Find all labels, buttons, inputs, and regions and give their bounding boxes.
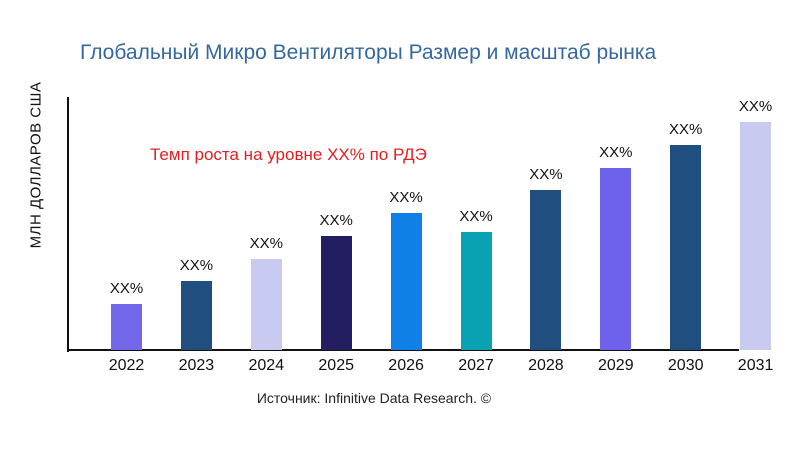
bar-2022: [111, 303, 142, 350]
growth-rate-annotation: Темп роста на уровне XX% по РДЭ: [150, 145, 427, 164]
bar-2029: [600, 168, 632, 350]
bar-2024: [250, 258, 282, 350]
bar-value-label-2031: XX%: [738, 98, 773, 116]
bar-2026: [390, 212, 422, 350]
bar-value-label-2024: XX%: [249, 234, 283, 252]
bar-2030: [670, 145, 702, 350]
bar-value-label-2026: XX%: [389, 188, 423, 206]
y-axis-label: МЛН ДОЛЛАРОВ США: [27, 81, 45, 249]
x-tick-label-2030: 2030: [667, 357, 704, 374]
bar-2031: [740, 122, 772, 350]
bar-value-label-2027: XX%: [459, 208, 493, 226]
x-tick-label-2029: 2029: [598, 357, 634, 374]
source-caption: Источник: Infinitive Data Research. ©: [256, 390, 492, 406]
x-tick-label-2026: 2026: [388, 357, 424, 374]
x-tick-label-2031: 2031: [737, 357, 774, 374]
bar-2025: [320, 235, 352, 350]
bar-value-label-2022: XX%: [109, 279, 144, 297]
bar-2023: [180, 280, 212, 350]
x-tick-label-2025: 2025: [318, 357, 354, 374]
bar-value-label-2029: XX%: [599, 144, 633, 162]
bar-value-label-2028: XX%: [529, 166, 563, 184]
y-axis-line: [67, 97, 69, 352]
bar-2027: [460, 232, 492, 350]
bar-value-label-2025: XX%: [319, 211, 353, 229]
bar-value-label-2023: XX%: [179, 256, 214, 274]
x-axis-line: [67, 349, 739, 351]
x-tick-label-2027: 2027: [458, 357, 494, 374]
x-tick-label-2028: 2028: [528, 357, 564, 374]
bar-2028: [530, 190, 562, 350]
bar-value-label-2030: XX%: [669, 121, 703, 139]
x-tick-label-2022: 2022: [108, 357, 145, 374]
chart-title: Глобальный Микро Вентиляторы Размер и ма…: [80, 41, 657, 64]
x-tick-label-2024: 2024: [248, 357, 285, 374]
x-tick-label-2023: 2023: [178, 357, 215, 374]
